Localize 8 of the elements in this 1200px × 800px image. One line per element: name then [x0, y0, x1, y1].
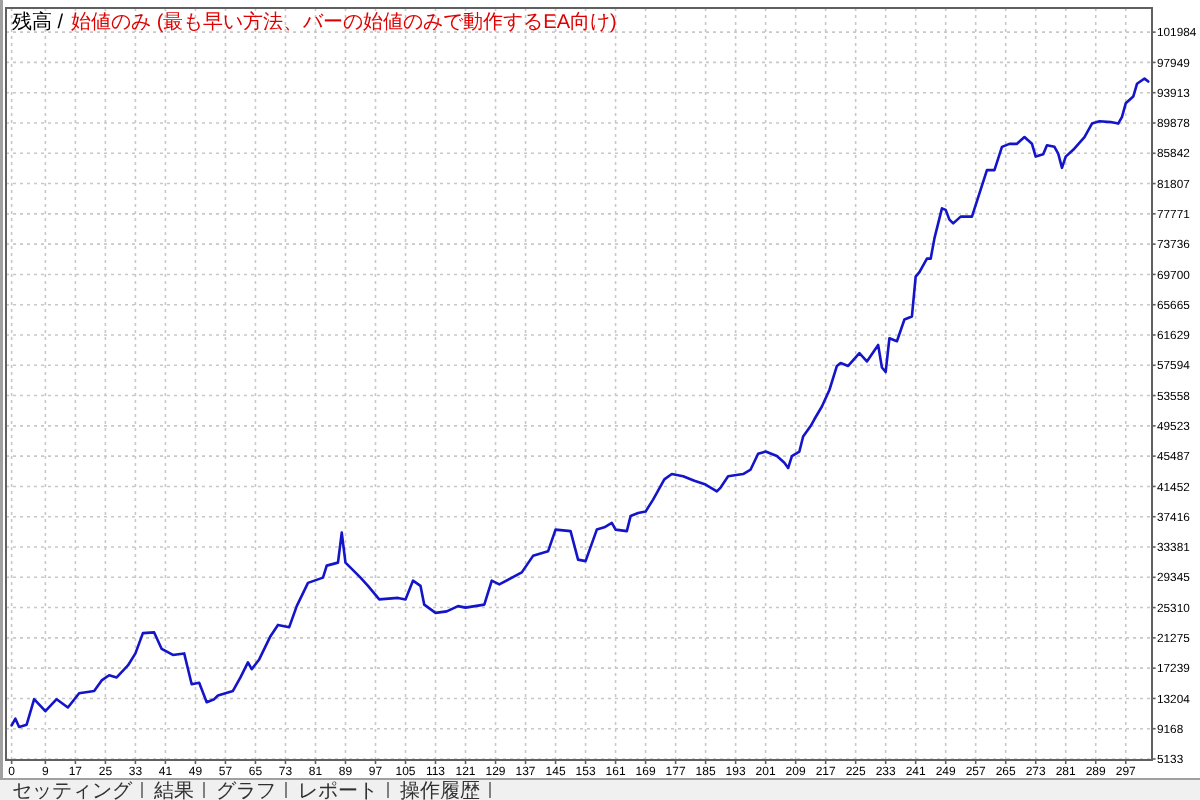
line-series: [10, 77, 1150, 729]
text: 操作履歴: [400, 779, 480, 800]
chart-subtitle: 始値のみ (最も早い方法、バーの始値のみで動作するEA向け): [71, 10, 617, 34]
text: レポート: [298, 781, 378, 800]
text: 結果: [152, 781, 194, 800]
chart-title: 残高 /: [12, 10, 64, 34]
text: グラフ: [216, 781, 276, 800]
text: セッティング: [12, 781, 134, 800]
